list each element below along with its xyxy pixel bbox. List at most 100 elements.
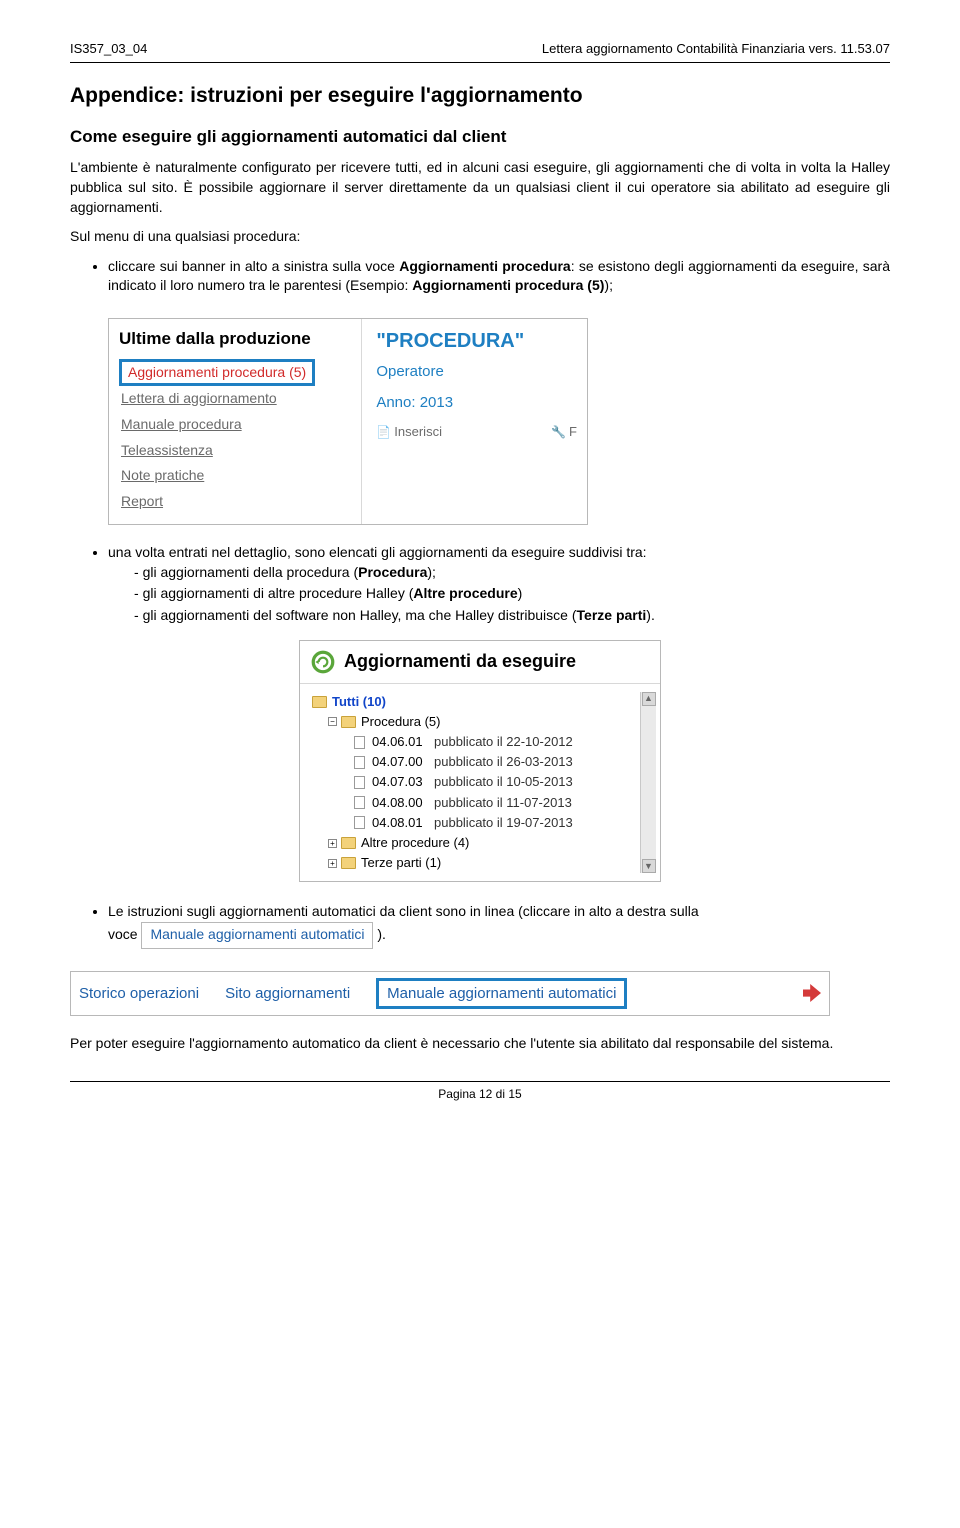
bullet-list-2: una volta entrati nel dettaglio, sono el… bbox=[70, 543, 890, 625]
bullet1-lead: cliccare sui banner in alto a sinistra s… bbox=[108, 258, 399, 274]
closing-paragraph: Per poter eseguire l'aggiornamento autom… bbox=[70, 1034, 890, 1054]
scrollbar[interactable]: ▲ ▼ bbox=[640, 692, 656, 874]
file-ver: 04.06.01 bbox=[372, 733, 434, 751]
tree-file-row[interactable]: 04.06.01 pubblicato il 22-10-2012 bbox=[312, 732, 636, 752]
screenshot-aggiornamenti-eseguire: Aggiornamenti da eseguire Tutti (10) − P… bbox=[299, 640, 661, 883]
scroll-down-icon[interactable]: ▼ bbox=[642, 859, 656, 873]
footer-rule bbox=[70, 1081, 890, 1082]
header-right: Lettera aggiornamento Contabilità Finanz… bbox=[542, 40, 890, 58]
d2c: ) bbox=[518, 585, 523, 601]
bullet1-bold1: Aggiornamenti procedura bbox=[399, 258, 571, 274]
d3c: ). bbox=[646, 607, 655, 623]
arrow-right-icon bbox=[803, 984, 821, 1002]
link-lettera-aggiornamento[interactable]: Lettera di aggiornamento bbox=[119, 386, 351, 412]
bullet-item-3: Le istruzioni sugli aggiornamenti automa… bbox=[108, 902, 890, 948]
expand-icon[interactable]: + bbox=[328, 859, 337, 868]
btn-right[interactable]: 🔧F bbox=[551, 423, 577, 441]
link-sito-aggiornamenti[interactable]: Sito aggiornamenti bbox=[225, 983, 350, 1004]
file-pub: pubblicato il 11-07-2013 bbox=[434, 794, 572, 812]
file-icon bbox=[354, 776, 365, 789]
d1b: Procedura bbox=[358, 564, 427, 580]
link-aggiornamenti-procedura[interactable]: Aggiornamenti procedura (5) bbox=[119, 359, 315, 387]
link-manuale-procedura[interactable]: Manuale procedura bbox=[119, 412, 351, 438]
tool-icon: 🔧 bbox=[551, 425, 566, 439]
inline-manual-link[interactable]: Manuale aggiornamenti automatici bbox=[141, 922, 373, 949]
file-pub: pubblicato il 19-07-2013 bbox=[434, 814, 573, 832]
s2-header: Aggiornamenti da eseguire bbox=[300, 641, 660, 684]
folder-icon bbox=[341, 837, 356, 849]
link-storico-operazioni[interactable]: Storico operazioni bbox=[79, 983, 199, 1004]
header-left: IS357_03_04 bbox=[70, 40, 147, 58]
file-pub: pubblicato il 22-10-2012 bbox=[434, 733, 573, 751]
file-icon bbox=[354, 736, 365, 749]
link-note-pratiche[interactable]: Note pratiche bbox=[119, 463, 351, 489]
s1-toolbar: 📄Inserisci 🔧F bbox=[376, 423, 577, 441]
bullet-list-1: cliccare sui banner in alto a sinistra s… bbox=[70, 257, 890, 296]
expand-icon[interactable]: + bbox=[328, 839, 337, 848]
s1-anno-value: 2013 bbox=[420, 394, 453, 411]
document-page: IS357_03_04 Lettera aggiornamento Contab… bbox=[0, 0, 960, 1133]
page-header: IS357_03_04 Lettera aggiornamento Contab… bbox=[70, 40, 890, 58]
file-pub: pubblicato il 26-03-2013 bbox=[434, 753, 573, 771]
tree-altre-label: Altre procedure (4) bbox=[361, 834, 469, 852]
file-icon bbox=[354, 756, 365, 769]
tree-file-row[interactable]: 04.07.03 pubblicato il 10-05-2013 bbox=[312, 772, 636, 792]
file-pub: pubblicato il 10-05-2013 bbox=[434, 773, 573, 791]
s2-tree: Tutti (10) − Procedura (5) 04.06.01 pubb… bbox=[312, 692, 636, 874]
file-ver: 04.07.03 bbox=[372, 773, 434, 791]
link-teleassistenza[interactable]: Teleassistenza bbox=[119, 438, 351, 464]
bullet3-voce: voce bbox=[108, 926, 141, 942]
tree-altre-procedure[interactable]: + Altre procedure (4) bbox=[312, 833, 636, 853]
folder-icon bbox=[341, 857, 356, 869]
tree-tutti-label: Tutti (10) bbox=[332, 693, 386, 711]
d2b: Altre procedure bbox=[413, 585, 517, 601]
intro-paragraph-1: L'ambiente è naturalmente configurato pe… bbox=[70, 158, 890, 217]
s1-left-panel: Ultime dalla produzione Aggiornamenti pr… bbox=[109, 319, 362, 524]
link-report[interactable]: Report bbox=[119, 489, 351, 515]
scroll-up-icon[interactable]: ▲ bbox=[642, 692, 656, 706]
dash-3: gli aggiornamenti del software non Halle… bbox=[134, 606, 890, 626]
s1-right-panel: "PROCEDURA" Operatore Anno: 2013 📄Inseri… bbox=[362, 319, 587, 524]
dash-2: gli aggiornamenti di altre procedure Hal… bbox=[134, 584, 890, 604]
s1-procedura-title: "PROCEDURA" bbox=[376, 327, 577, 355]
dash-list: gli aggiornamenti della procedura (Proce… bbox=[108, 563, 890, 626]
insert-icon: 📄 bbox=[376, 425, 391, 439]
intro-paragraph-2: Sul menu di una qualsiasi procedura: bbox=[70, 227, 890, 247]
tree-file-row[interactable]: 04.08.00 pubblicato il 11-07-2013 bbox=[312, 793, 636, 813]
header-rule bbox=[70, 62, 890, 63]
tree-procedura-label: Procedura (5) bbox=[361, 713, 440, 731]
s1-operatore: Operatore bbox=[376, 361, 577, 382]
d2a: gli aggiornamenti di altre procedure Hal… bbox=[143, 585, 414, 601]
btn-inserisci[interactable]: 📄Inserisci bbox=[376, 423, 442, 441]
tree-terze-label: Terze parti (1) bbox=[361, 854, 441, 872]
d3a: gli aggiornamenti del software non Halle… bbox=[143, 607, 577, 623]
dash-1: gli aggiornamenti della procedura (Proce… bbox=[134, 563, 890, 583]
tree-terze-parti[interactable]: + Terze parti (1) bbox=[312, 853, 636, 873]
link-manuale-aggiornamenti[interactable]: Manuale aggiornamenti automatici bbox=[376, 978, 627, 1009]
d1a: gli aggiornamenti della procedura ( bbox=[143, 564, 359, 580]
d3b: Terze parti bbox=[577, 607, 647, 623]
file-ver: 04.08.00 bbox=[372, 794, 434, 812]
tree-tutti[interactable]: Tutti (10) bbox=[312, 692, 636, 712]
s1-title: Ultime dalla produzione bbox=[119, 327, 351, 351]
s2-title: Aggiornamenti da eseguire bbox=[344, 649, 576, 674]
bullet3-lead: Le istruzioni sugli aggiornamenti automa… bbox=[108, 903, 699, 919]
screenshot-ultime-produzione: Ultime dalla produzione Aggiornamenti pr… bbox=[108, 318, 588, 525]
bullet-item-2: una volta entrati nel dettaglio, sono el… bbox=[108, 543, 890, 625]
file-icon bbox=[354, 796, 365, 809]
bullet-item-1: cliccare sui banner in alto a sinistra s… bbox=[108, 257, 890, 296]
page-footer: Pagina 12 di 15 bbox=[70, 1086, 890, 1103]
collapse-icon[interactable]: − bbox=[328, 717, 337, 726]
file-ver: 04.07.00 bbox=[372, 753, 434, 771]
bullet2-lead: una volta entrati nel dettaglio, sono el… bbox=[108, 544, 647, 560]
tree-file-row[interactable]: 04.07.00 pubblicato il 26-03-2013 bbox=[312, 752, 636, 772]
file-ver: 04.08.01 bbox=[372, 814, 434, 832]
tree-procedura[interactable]: − Procedura (5) bbox=[312, 712, 636, 732]
d1c: ); bbox=[427, 564, 436, 580]
tree-file-row[interactable]: 04.08.01 pubblicato il 19-07-2013 bbox=[312, 813, 636, 833]
folder-icon bbox=[312, 696, 327, 708]
folder-icon bbox=[341, 716, 356, 728]
s1-anno-label: Anno: bbox=[376, 394, 415, 411]
bullet1-end: ); bbox=[604, 277, 613, 293]
gear-icon bbox=[310, 649, 336, 675]
